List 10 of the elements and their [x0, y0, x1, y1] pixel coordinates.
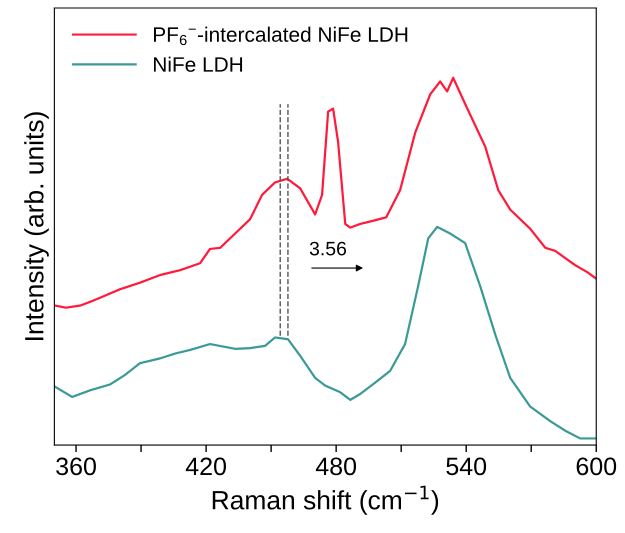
annotation: 3.56	[310, 242, 346, 256]
x-tick-label: 600	[576, 458, 616, 476]
x-tick-label: 540	[446, 458, 486, 476]
x-axis-title: Raman shift (cm$^{−1}$)	[212, 486, 438, 515]
x-tick-label: 360	[56, 458, 96, 476]
legend-label: NiFe LDH	[154, 56, 242, 72]
x-tick-label: 480	[316, 458, 356, 476]
legend-label: PF$_{6}$$^{−}$-intercalated NiFe LDH	[154, 26, 408, 46]
x-tick-label: 420	[186, 458, 226, 476]
y-axis-title: Intensity (arb. units)	[24, 112, 49, 340]
